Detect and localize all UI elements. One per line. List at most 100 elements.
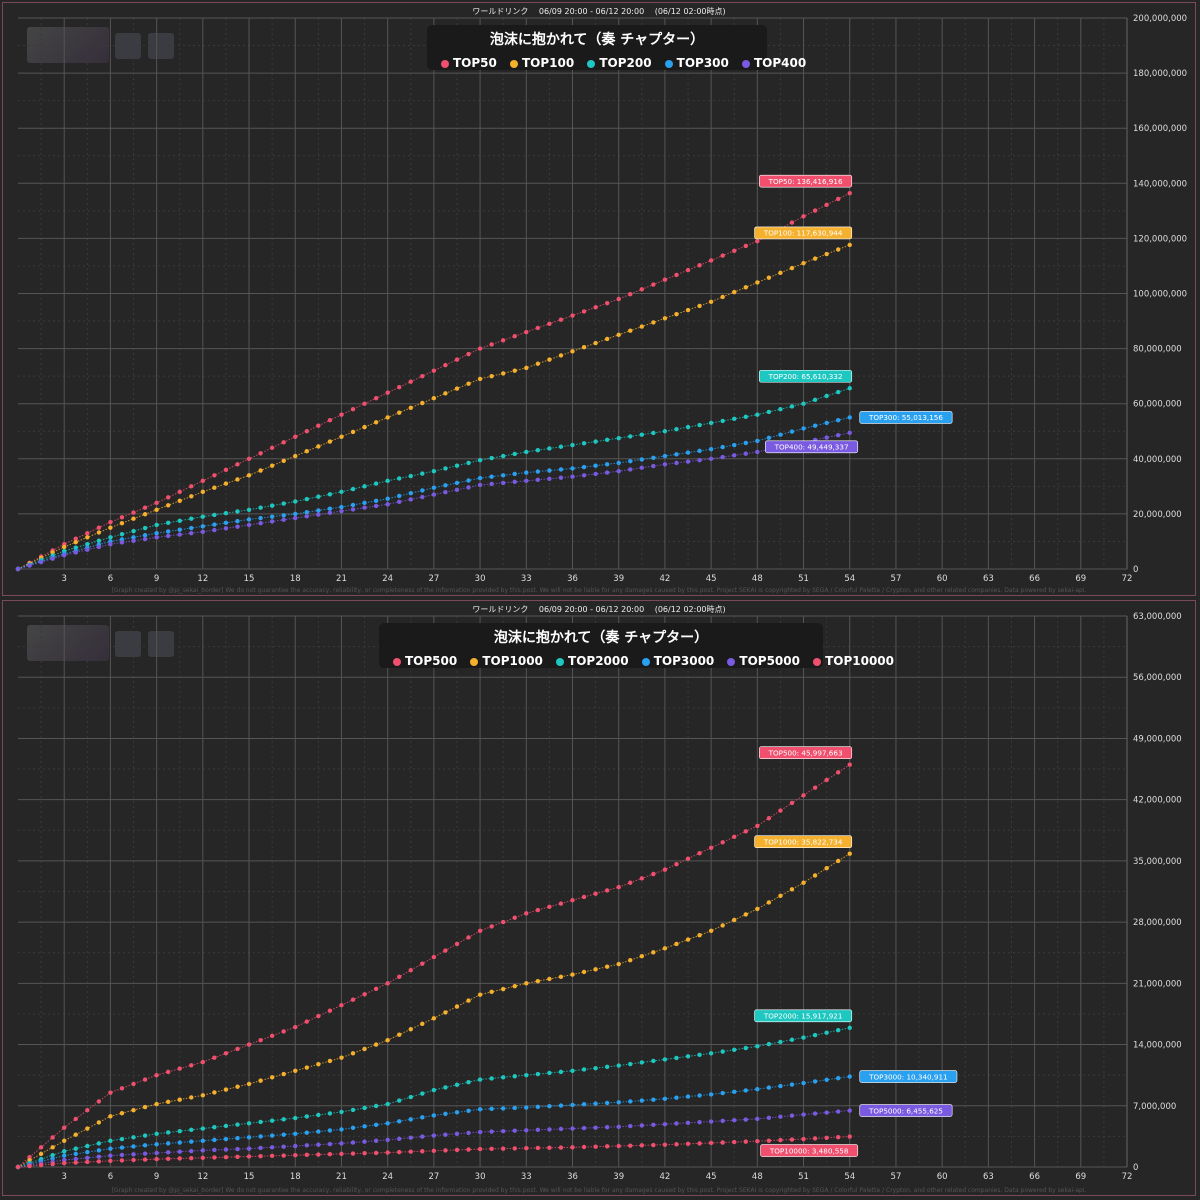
legend-item-top200[interactable]: TOP200 <box>587 56 652 70</box>
data-point <box>165 520 171 526</box>
data-point <box>628 291 633 297</box>
x-tick-label: 51 <box>798 574 809 584</box>
data-point <box>720 1140 725 1145</box>
legend-item-top3000[interactable]: TOP3000 <box>641 654 714 668</box>
data-point <box>720 294 725 300</box>
data-point <box>743 414 748 419</box>
data-point <box>85 1159 90 1165</box>
data-point <box>558 444 564 449</box>
legend-item-top400[interactable]: TOP400 <box>741 56 806 70</box>
data-point <box>431 1148 437 1154</box>
data-point <box>755 906 760 912</box>
data-point <box>835 418 841 423</box>
data-point <box>674 1055 679 1061</box>
data-point <box>524 1145 529 1151</box>
data-point <box>581 894 587 900</box>
data-point <box>408 491 413 496</box>
data-point <box>350 1125 356 1131</box>
data-point <box>108 1158 113 1164</box>
data-point <box>558 1103 564 1108</box>
data-point <box>685 459 691 464</box>
data-point <box>385 1121 390 1126</box>
data-point <box>547 1104 552 1109</box>
data-point <box>489 1146 494 1152</box>
data-point <box>651 950 656 955</box>
data-point <box>835 196 841 202</box>
data-point <box>466 1108 471 1114</box>
data-point <box>420 400 425 406</box>
data-point <box>616 296 621 302</box>
legend-item-top2000[interactable]: TOP2000 <box>556 654 629 668</box>
data-point <box>581 1125 587 1131</box>
data-point <box>108 1146 113 1151</box>
data-point <box>108 1153 113 1158</box>
y-tick-label: 56,000,000 <box>1133 673 1182 683</box>
data-point <box>685 856 691 861</box>
data-point <box>500 986 506 992</box>
legend-label: TOP50 <box>453 56 497 70</box>
data-point <box>524 449 529 455</box>
data-point <box>708 1051 714 1056</box>
legend-item-top1000[interactable]: TOP1000 <box>470 654 543 668</box>
data-point <box>73 550 78 555</box>
data-point <box>477 457 483 463</box>
legend-item-top50[interactable]: TOP50 <box>441 56 497 70</box>
data-point <box>246 1042 252 1047</box>
data-point <box>697 1052 702 1058</box>
chart-legend: 泡沫に抱かれて（奏 チャプター） TOP50 TOP100 TOP200 TOP… <box>427 25 806 70</box>
data-point <box>789 265 795 271</box>
data-point <box>847 242 852 248</box>
data-point <box>743 1088 748 1093</box>
data-point <box>397 384 402 390</box>
y-tick-label: 14,000,000 <box>1133 1041 1182 1051</box>
data-point <box>512 1128 517 1133</box>
data-point <box>362 424 367 430</box>
data-point <box>604 1125 610 1130</box>
data-point <box>466 1079 471 1085</box>
data-point <box>385 502 390 507</box>
data-point <box>177 527 182 532</box>
data-point <box>697 1141 702 1146</box>
data-point <box>477 482 483 488</box>
x-tick-label: 21 <box>336 1172 347 1182</box>
data-point <box>604 300 610 306</box>
data-point <box>651 455 656 460</box>
legend-dot-icon <box>470 657 479 666</box>
data-point <box>154 530 159 536</box>
data-point <box>524 981 529 986</box>
data-point <box>269 463 275 468</box>
legend-item-top500[interactable]: TOP500 <box>393 654 457 668</box>
data-point <box>743 440 748 446</box>
data-point <box>327 1128 333 1133</box>
data-point <box>593 1065 598 1071</box>
data-point <box>639 287 645 292</box>
data-point <box>743 829 748 834</box>
legend-item-top100[interactable]: TOP100 <box>509 56 574 70</box>
data-point <box>281 1071 286 1077</box>
data-point <box>62 1138 67 1143</box>
data-point <box>789 404 795 409</box>
data-point <box>397 410 402 415</box>
data-point <box>685 424 691 430</box>
line-chart-top: 0 20,000,000 40,000,000 60,000,000 80,000,00… <box>15 14 1187 584</box>
legend-item-top300[interactable]: TOP300 <box>664 56 729 70</box>
data-point <box>500 453 506 459</box>
data-point <box>628 1123 633 1129</box>
data-point <box>189 1127 194 1133</box>
data-point <box>824 777 829 783</box>
y-tick-label: 21,000,000 <box>1133 979 1182 989</box>
legend-item-top10000[interactable]: TOP10000 <box>813 654 894 668</box>
legend-item-top5000[interactable]: TOP5000 <box>727 654 800 668</box>
data-point <box>662 429 668 434</box>
data-point <box>420 1134 425 1139</box>
data-point <box>743 912 748 917</box>
data-point <box>674 861 679 867</box>
data-point <box>628 1099 633 1104</box>
y-tick-label: 100,000,000 <box>1133 290 1187 300</box>
data-label: TOP300: 55,013,156 <box>868 413 943 422</box>
data-label-box <box>760 1144 859 1157</box>
data-point <box>200 524 206 529</box>
data-label: TOP400: 49,449,337 <box>774 443 849 452</box>
data-point <box>454 487 460 492</box>
data-point <box>604 1144 610 1149</box>
